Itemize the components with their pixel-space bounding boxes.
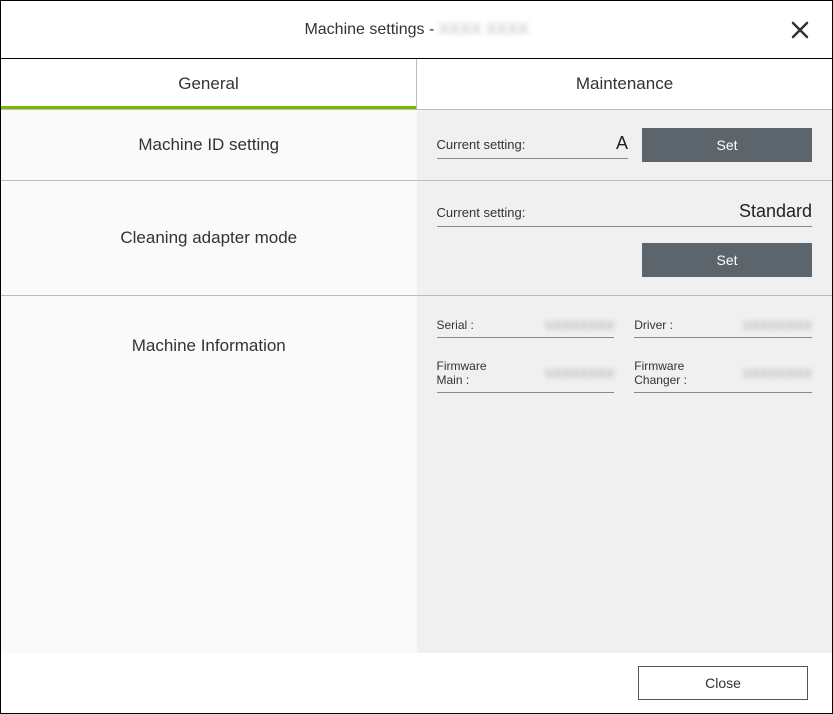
tab-bar: General Maintenance: [1, 59, 832, 109]
tab-maintenance[interactable]: Maintenance: [417, 59, 832, 109]
machine-info-body: Serial : VXXXXXXX Driver : VXXXXXXX Firm…: [417, 296, 833, 653]
firmware-main-value: VXXXXXXX: [545, 366, 614, 381]
row-machine-info: Machine Information Serial : VXXXXXXX Dr…: [1, 296, 832, 653]
machine-id-current-label: Current setting:: [437, 137, 526, 152]
titlebar: Machine settings - XXXX XXXX: [1, 1, 832, 59]
machine-id-current-field: Current setting: A: [437, 131, 629, 159]
driver-value: VXXXXXXX: [743, 318, 812, 333]
cleaning-adapter-current-value: Standard: [739, 201, 812, 222]
driver-label: Driver :: [634, 319, 673, 333]
close-icon[interactable]: [790, 20, 810, 40]
cleaning-adapter-label: Cleaning adapter mode: [1, 181, 417, 295]
firmware-changer-label: FirmwareChanger :: [634, 360, 687, 388]
firmware-changer-field: FirmwareChanger : VXXXXXXX: [634, 360, 812, 393]
firmware-main-field: FirmwareMain : VXXXXXXX: [437, 360, 615, 393]
firmware-main-label: FirmwareMain :: [437, 360, 487, 388]
serial-value: VXXXXXXX: [545, 318, 614, 333]
serial-label: Serial :: [437, 319, 474, 333]
machine-info-label: Machine Information: [1, 296, 417, 653]
window-title: Machine settings - XXXX XXXX: [304, 21, 528, 39]
title-machine-name: XXXX XXXX: [439, 21, 529, 38]
content-area: Machine ID setting Current setting: A Se…: [1, 109, 832, 653]
cleaning-adapter-body: Current setting: Standard Set: [417, 181, 833, 295]
driver-field: Driver : VXXXXXXX: [634, 318, 812, 338]
machine-id-label: Machine ID setting: [1, 110, 417, 180]
machine-id-set-button[interactable]: Set: [642, 128, 812, 162]
footer: Close: [1, 653, 832, 713]
machine-id-body: Current setting: A Set: [417, 110, 833, 180]
machine-id-current-value: A: [616, 133, 628, 154]
close-button[interactable]: Close: [638, 666, 808, 700]
firmware-changer-value: VXXXXXXX: [743, 366, 812, 381]
title-prefix: Machine settings -: [304, 21, 438, 38]
row-machine-id: Machine ID setting Current setting: A Se…: [1, 110, 832, 181]
serial-field: Serial : VXXXXXXX: [437, 318, 615, 338]
cleaning-adapter-current-field: Current setting: Standard: [437, 199, 813, 227]
cleaning-adapter-set-button[interactable]: Set: [642, 243, 812, 277]
row-cleaning-adapter: Cleaning adapter mode Current setting: S…: [1, 181, 832, 296]
tab-general[interactable]: General: [1, 59, 416, 109]
cleaning-adapter-current-label: Current setting:: [437, 205, 526, 220]
